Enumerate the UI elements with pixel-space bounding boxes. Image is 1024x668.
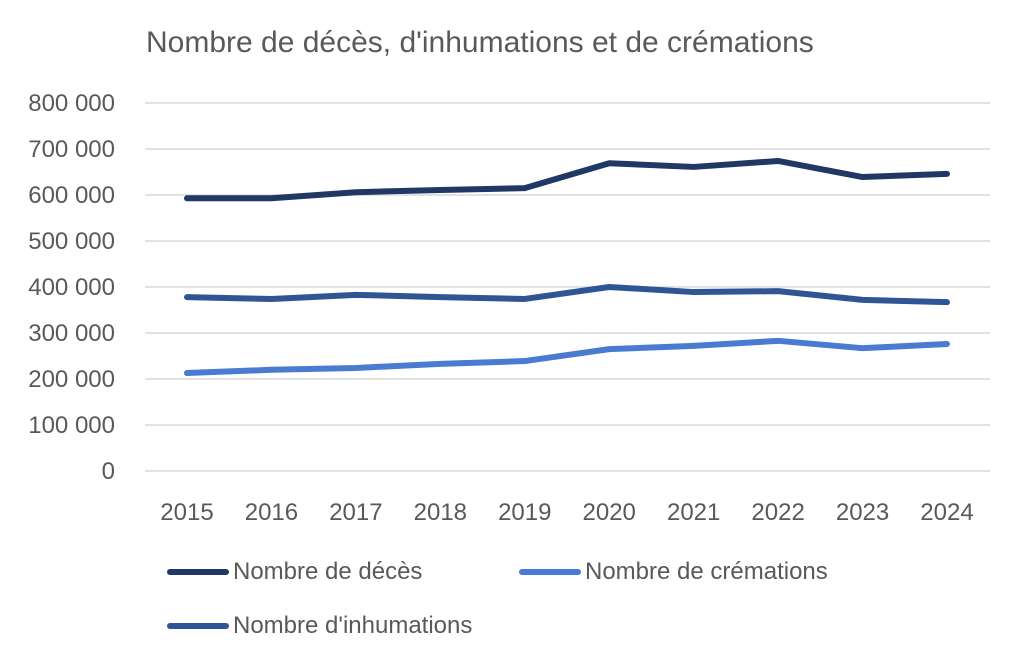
x-tick-label: 2021 [667,499,720,526]
legend-swatch-inhumations [167,623,229,629]
y-tick-label: 200 000 [28,366,115,393]
legend-item-inhumations: Nombre d'inhumations [167,612,472,640]
y-tick-label: 700 000 [28,136,115,163]
y-tick-label: 0 [102,458,115,485]
x-tick-label: 2020 [583,499,636,526]
legend-label-deces: Nombre de décès [233,558,423,585]
x-tick-label: 2023 [836,499,889,526]
x-tick-label: 2024 [920,499,973,526]
legend-item-deces: Nombre de décès [167,558,422,586]
legend-label-cremations: Nombre de crémations [585,558,828,585]
x-tick-label: 2017 [329,499,382,526]
y-tick-label: 600 000 [28,182,115,209]
series-line-1 [184,337,950,377]
y-tick-label: 400 000 [28,274,115,301]
legend-swatch-deces [167,569,229,575]
series-line-2 [184,284,950,306]
legend-item-cremations: Nombre de crémations [519,558,828,586]
y-tick-label: 100 000 [28,412,115,439]
series-line-0 [184,157,950,202]
x-tick-label: 2016 [245,499,298,526]
x-tick-label: 2019 [498,499,551,526]
x-tick-label: 2015 [160,499,213,526]
legend-label-inhumations: Nombre d'inhumations [233,612,473,639]
y-tick-label: 800 000 [28,90,115,117]
legend-swatch-cremations [519,569,581,575]
x-tick-label: 2018 [414,499,467,526]
y-tick-label: 500 000 [28,228,115,255]
chart-title: Nombre de décès, d'inhumations et de cré… [146,26,814,59]
y-tick-label: 300 000 [28,320,115,347]
x-tick-label: 2022 [751,499,804,526]
